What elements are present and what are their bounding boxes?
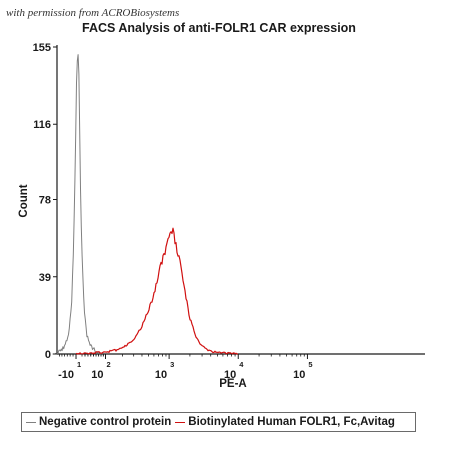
legend-swatch-gray xyxy=(26,421,36,423)
y-tick-label: 155 xyxy=(33,42,51,54)
y-tick-label: 0 xyxy=(45,349,51,361)
chart-series xyxy=(52,54,238,355)
svg-text:2: 2 xyxy=(107,360,111,369)
svg-text:5: 5 xyxy=(308,360,312,369)
y-axis-ticks: 0 39 78 116 155 xyxy=(33,42,57,361)
x-tick-label: 105 xyxy=(293,360,312,381)
y-tick-label: 39 xyxy=(39,272,51,284)
svg-text:10: 10 xyxy=(224,369,236,381)
svg-text:4: 4 xyxy=(239,360,244,369)
svg-text:3: 3 xyxy=(170,360,174,369)
x-tick-label: 104 xyxy=(224,360,244,381)
chart-legend: Negative control protein Biotinylated Hu… xyxy=(21,412,416,432)
permission-watermark: with permission from ACROBiosystems xyxy=(6,7,180,19)
svg-text:10: 10 xyxy=(155,369,167,381)
y-tick-label: 78 xyxy=(39,195,51,207)
legend-label: Negative control protein xyxy=(39,416,172,428)
svg-text:1: 1 xyxy=(77,360,81,369)
chart-axes xyxy=(56,45,425,355)
x-tick-label: 10 2 xyxy=(91,360,110,381)
y-axis-label: Count xyxy=(18,184,30,217)
y-tick-label: 116 xyxy=(33,119,51,131)
series-line-negative-control xyxy=(52,54,104,355)
legend-item-negative-control: Negative control protein xyxy=(26,416,171,428)
legend-item-folr1: Biotinylated Human FOLR1, Fc,Avitag xyxy=(175,416,395,428)
legend-label: Biotinylated Human FOLR1, Fc,Avitag xyxy=(188,416,395,428)
x-tick-label: -101 xyxy=(58,360,81,381)
legend-swatch-red xyxy=(175,421,186,423)
x-axis-label: PE-A xyxy=(219,378,246,390)
series-line-folr1 xyxy=(75,227,238,355)
svg-text:10: 10 xyxy=(91,369,103,381)
svg-text:-10: -10 xyxy=(58,369,74,381)
x-tick-label: 103 xyxy=(155,360,174,381)
svg-text:10: 10 xyxy=(293,369,305,381)
chart-title: FACS Analysis of anti-FOLR1 CAR expressi… xyxy=(82,21,356,35)
